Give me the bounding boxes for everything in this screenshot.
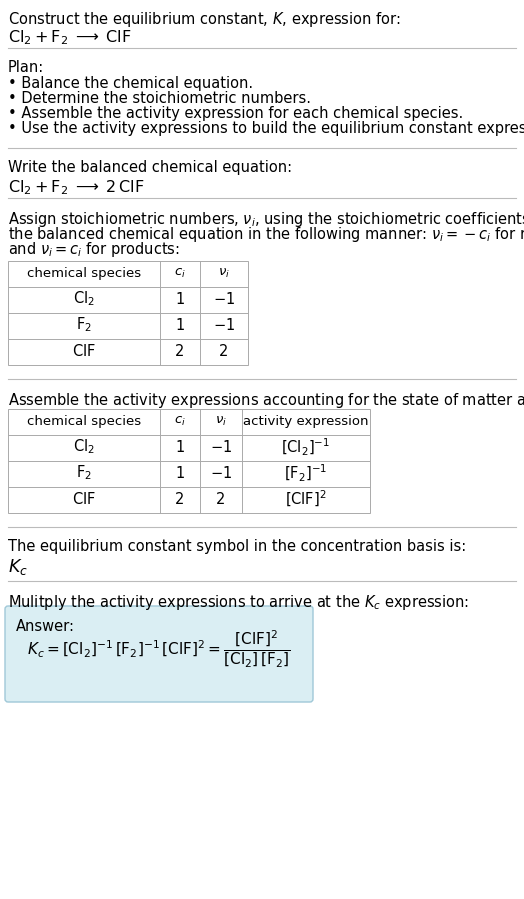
Text: $[\mathrm{Cl_2}]^{-1}$: $[\mathrm{Cl_2}]^{-1}$ <box>281 436 331 458</box>
Text: • Assemble the activity expression for each chemical species.: • Assemble the activity expression for e… <box>8 106 463 121</box>
Text: 1: 1 <box>176 440 184 455</box>
Text: 2: 2 <box>176 492 184 506</box>
Text: 2: 2 <box>176 343 184 359</box>
Text: and $\nu_i = c_i$ for products:: and $\nu_i = c_i$ for products: <box>8 240 180 259</box>
Text: 1: 1 <box>176 291 184 307</box>
Text: $c_i$: $c_i$ <box>174 266 186 280</box>
Text: $\mathrm{F_2}$: $\mathrm{F_2}$ <box>76 316 92 334</box>
Text: • Use the activity expressions to build the equilibrium constant expression.: • Use the activity expressions to build … <box>8 121 524 136</box>
Text: $-1$: $-1$ <box>210 465 232 481</box>
Text: $[\mathrm{F_2}]^{-1}$: $[\mathrm{F_2}]^{-1}$ <box>285 462 328 484</box>
Text: activity expression: activity expression <box>243 414 369 428</box>
Text: $\mathrm{F_2}$: $\mathrm{F_2}$ <box>76 464 92 483</box>
Text: $\mathrm{Cl_2 + F_2 \;\longrightarrow\; 2\,ClF}$: $\mathrm{Cl_2 + F_2 \;\longrightarrow\; … <box>8 178 145 197</box>
Text: $[\mathrm{ClF}]^{2}$: $[\mathrm{ClF}]^{2}$ <box>285 489 327 509</box>
Text: 1: 1 <box>176 317 184 333</box>
Text: chemical species: chemical species <box>27 266 141 280</box>
Text: Assign stoichiometric numbers, $\nu_i$, using the stoichiometric coefficients, $: Assign stoichiometric numbers, $\nu_i$, … <box>8 210 524 229</box>
Text: $\mathrm{Cl_2 + F_2 \;\longrightarrow\; ClF}$: $\mathrm{Cl_2 + F_2 \;\longrightarrow\; … <box>8 28 132 47</box>
Text: Assemble the activity expressions accounting for the state of matter and $\nu_i$: Assemble the activity expressions accoun… <box>8 391 524 410</box>
Text: $c_i$: $c_i$ <box>174 414 186 428</box>
Text: 2: 2 <box>216 492 226 506</box>
Text: Plan:: Plan: <box>8 60 44 75</box>
Text: $-1$: $-1$ <box>213 291 235 307</box>
Text: • Determine the stoichiometric numbers.: • Determine the stoichiometric numbers. <box>8 91 311 106</box>
Text: Mulitply the activity expressions to arrive at the $K_c$ expression:: Mulitply the activity expressions to arr… <box>8 593 469 612</box>
Text: $\mathrm{ClF}$: $\mathrm{ClF}$ <box>72 343 96 359</box>
Text: chemical species: chemical species <box>27 414 141 428</box>
Text: 1: 1 <box>176 466 184 480</box>
Text: $\mathrm{Cl_2}$: $\mathrm{Cl_2}$ <box>73 289 95 308</box>
Text: • Balance the chemical equation.: • Balance the chemical equation. <box>8 76 253 91</box>
Text: Construct the equilibrium constant, $K$, expression for:: Construct the equilibrium constant, $K$,… <box>8 10 401 29</box>
Text: $\nu_i$: $\nu_i$ <box>215 414 227 428</box>
Text: The equilibrium constant symbol in the concentration basis is:: The equilibrium constant symbol in the c… <box>8 539 466 554</box>
Bar <box>8 261 248 365</box>
Text: the balanced chemical equation in the following manner: $\nu_i = -c_i$ for react: the balanced chemical equation in the fo… <box>8 225 524 244</box>
Text: 2: 2 <box>220 343 228 359</box>
Text: $K_c$: $K_c$ <box>8 557 28 577</box>
Text: $\mathrm{Cl_2}$: $\mathrm{Cl_2}$ <box>73 438 95 457</box>
Text: $-1$: $-1$ <box>210 439 232 455</box>
Text: $\mathrm{ClF}$: $\mathrm{ClF}$ <box>72 491 96 507</box>
Text: $-1$: $-1$ <box>213 317 235 333</box>
Text: Write the balanced chemical equation:: Write the balanced chemical equation: <box>8 160 292 175</box>
Text: $\nu_i$: $\nu_i$ <box>218 266 230 280</box>
Bar <box>8 409 370 513</box>
Text: $K_c = [\mathrm{Cl_2}]^{-1}\,[\mathrm{F_2}]^{-1}\,[\mathrm{ClF}]^{2} = \dfrac{[\: $K_c = [\mathrm{Cl_2}]^{-1}\,[\mathrm{F_… <box>27 628 291 670</box>
Text: Answer:: Answer: <box>16 619 75 634</box>
FancyBboxPatch shape <box>5 606 313 702</box>
